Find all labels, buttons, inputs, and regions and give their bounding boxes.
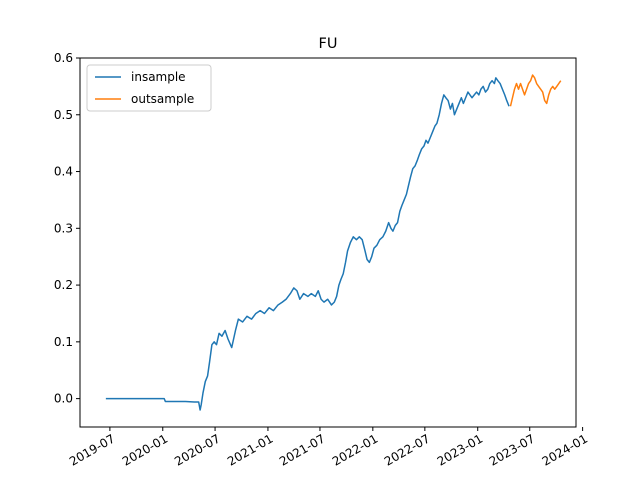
y-tick-label: 0.0 xyxy=(54,392,73,406)
x-tick-label: 2021-01 xyxy=(225,431,275,468)
y-tick-label: 0.3 xyxy=(54,221,73,235)
x-tick-label: 2019-07 xyxy=(67,431,117,468)
y-tick-label: 0.1 xyxy=(54,335,73,349)
plot-frame xyxy=(79,57,577,428)
x-tick-label: 2020-07 xyxy=(172,431,222,468)
series-line-insample xyxy=(105,77,510,411)
x-tick-label: 2023-07 xyxy=(487,431,537,468)
x-tick-label: 2020-01 xyxy=(120,431,170,468)
x-tick-label: 2021-07 xyxy=(277,431,327,468)
legend-label-insample: insample xyxy=(131,70,186,84)
legend-label-outsample: outsample xyxy=(131,92,194,106)
x-tick-label: 2024-01 xyxy=(540,431,590,468)
x-tick-label: 2022-07 xyxy=(382,431,432,468)
y-tick-label: 0.5 xyxy=(54,108,73,122)
series-line-outsample xyxy=(509,74,562,107)
y-tick-label: 0.4 xyxy=(54,165,73,179)
x-tick-label: 2023-01 xyxy=(435,431,485,468)
axes-layer: 0.0 0.1 0.2 0.3 0.4 0.5 0.6 2019-07 2020-01 2020-… xyxy=(54,51,590,469)
series-layer xyxy=(105,74,562,411)
x-tick-label: 2022-01 xyxy=(330,431,380,468)
y-tick-label: 0.2 xyxy=(54,278,73,292)
legend: insample outsample xyxy=(86,64,212,112)
chart-title: FU xyxy=(319,36,338,52)
y-tick-label: 0.6 xyxy=(54,51,73,65)
